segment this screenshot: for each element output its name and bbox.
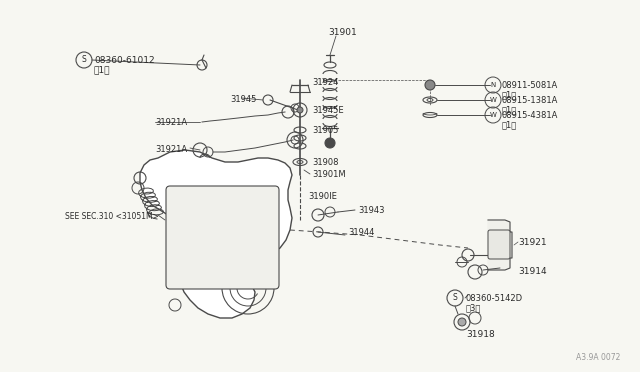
Text: 31945: 31945 [230,95,257,104]
Text: SEE SEC.310 <31051M>: SEE SEC.310 <31051M> [65,212,159,221]
Text: 08915-4381A: 08915-4381A [502,111,558,120]
Text: （1）: （1） [94,65,111,74]
Text: 31908: 31908 [312,158,339,167]
Text: 31924: 31924 [312,78,339,87]
FancyBboxPatch shape [488,230,510,259]
Circle shape [297,107,303,113]
Text: 31945E: 31945E [312,106,344,115]
FancyBboxPatch shape [166,186,279,289]
Text: S: S [452,294,458,302]
Circle shape [325,138,335,148]
Polygon shape [140,150,292,318]
Text: 31944: 31944 [348,228,374,237]
Text: W: W [490,112,497,118]
Text: 31943: 31943 [358,206,385,215]
Text: 08360-5142D: 08360-5142D [466,294,523,303]
Text: （3）: （3） [466,303,481,312]
Text: 08360-61012: 08360-61012 [94,56,155,65]
Text: S: S [82,55,86,64]
Text: 31905: 31905 [312,126,339,135]
Circle shape [458,318,466,326]
Text: （1）: （1） [502,105,517,114]
Text: 31901M: 31901M [312,170,346,179]
Text: 3190IE: 3190IE [308,192,337,201]
Text: 08911-5081A: 08911-5081A [502,81,558,90]
Text: 31918: 31918 [466,330,495,339]
Text: （1）: （1） [502,120,517,129]
Text: 31921: 31921 [518,238,547,247]
Text: 31921A: 31921A [155,118,187,127]
Text: 31921A: 31921A [155,145,187,154]
Text: 08915-1381A: 08915-1381A [502,96,558,105]
Text: （1）: （1） [502,90,517,99]
Text: W: W [490,97,497,103]
Text: 31901: 31901 [328,28,356,37]
Circle shape [425,80,435,90]
Text: A3.9A 0072: A3.9A 0072 [575,353,620,362]
Polygon shape [488,220,512,270]
Text: 31914: 31914 [518,267,547,276]
Text: N: N [490,82,495,88]
